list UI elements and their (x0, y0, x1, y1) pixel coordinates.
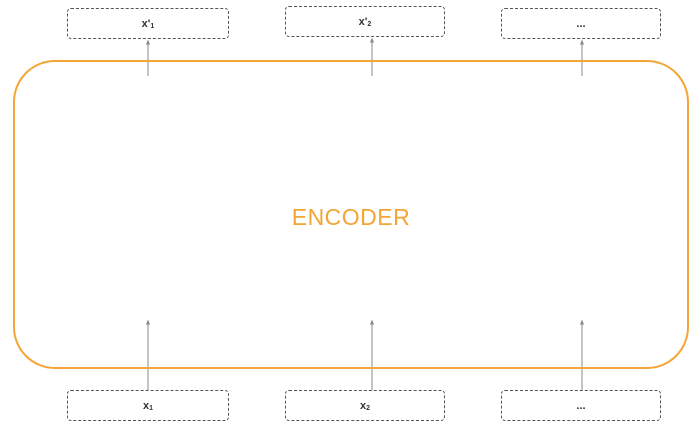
input-label-3: ... (576, 399, 586, 412)
output-label-3: ... (576, 17, 586, 30)
input-label-2: x (359, 399, 367, 412)
output-label-2: x' (358, 15, 368, 28)
encoder-block: ENCODER (13, 60, 689, 369)
encoder-label: ENCODER (291, 203, 411, 230)
output-box-1: x' 1 (67, 8, 229, 39)
output-label-1: x' (141, 17, 151, 30)
input-label-1: x (142, 399, 150, 412)
input-box-3: ... (501, 390, 661, 421)
output-box-2: x' 2 (285, 6, 445, 37)
output-box-3: ... (501, 8, 661, 39)
